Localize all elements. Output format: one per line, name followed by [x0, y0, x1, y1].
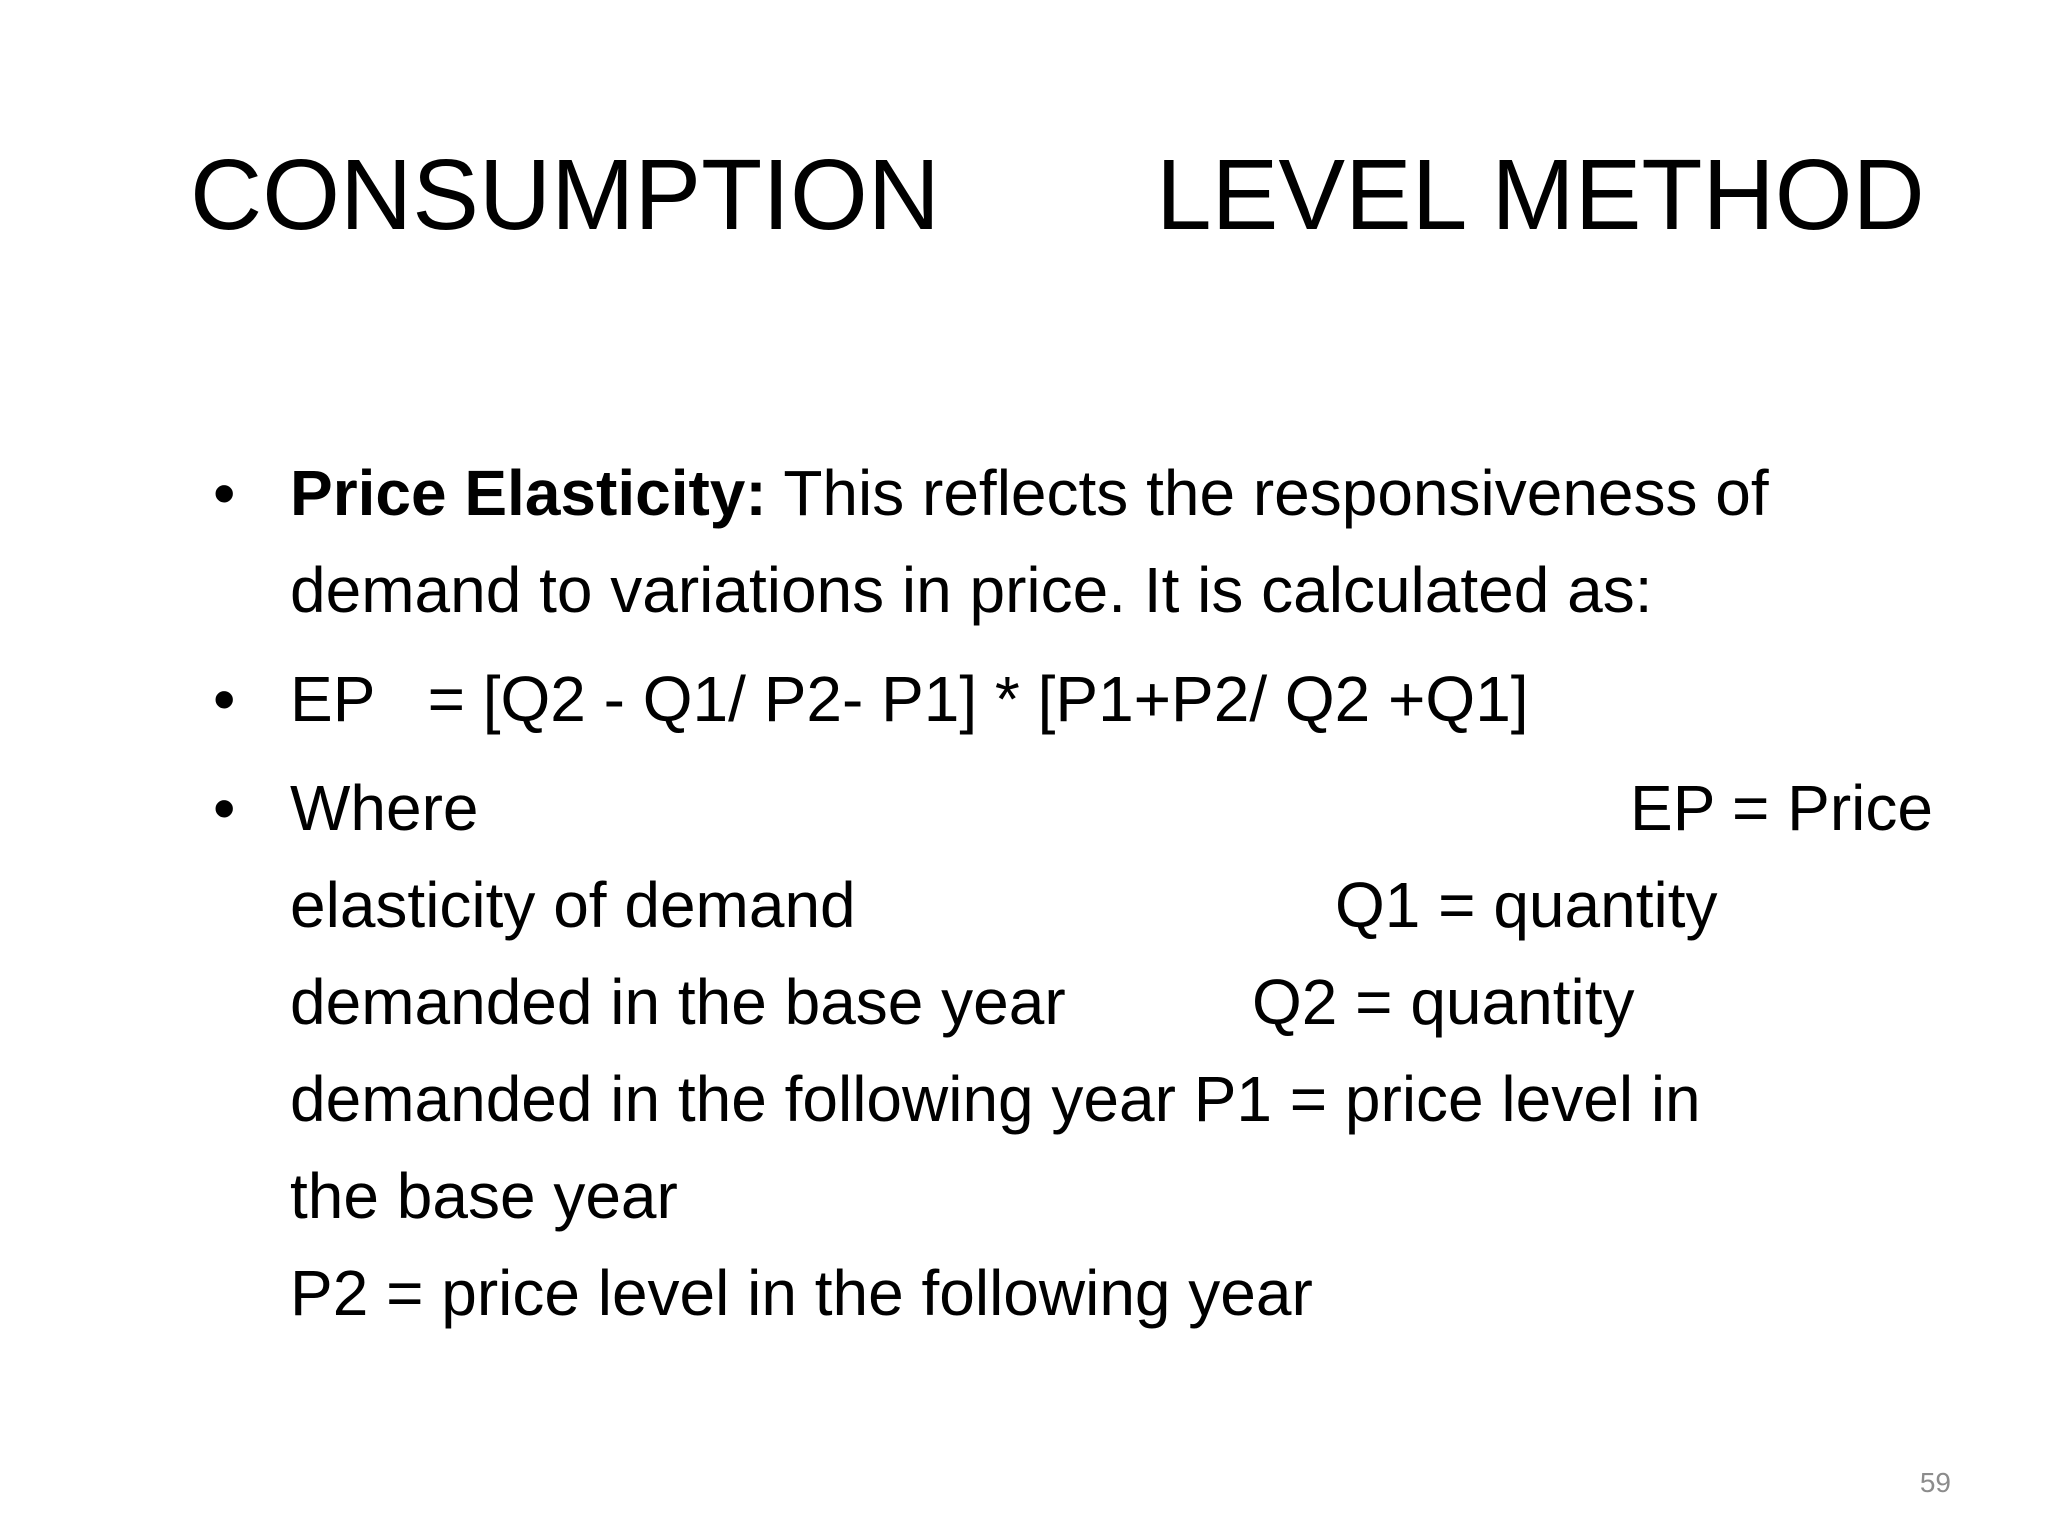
bullet-price-elasticity: • Price Elasticity: This reflects the re…	[205, 445, 1995, 639]
where-label: Where	[290, 772, 479, 844]
definition-line-4: demanded in the following year P1 = pric…	[290, 1063, 1701, 1135]
title-part-level-method: LEVEL METHOD	[1156, 139, 1925, 251]
bullet-formula: • EP = [Q2 - Q1/ P2- P1] * [P1+P2/ Q2 +Q…	[205, 651, 1995, 748]
definition-line-6: P2 = price level in the following year	[290, 1257, 1313, 1329]
price-elasticity-text-1: This reflects the responsiveness of	[766, 457, 1769, 529]
ep-definition-end: elasticity of demand	[290, 869, 856, 941]
q2-definition-start: Q2 = quantity	[1252, 966, 1635, 1038]
bullet-icon: •	[213, 772, 236, 844]
bullet-icon: •	[213, 663, 236, 735]
bullet-icon: •	[213, 457, 236, 529]
definition-line-1: Where EP = Price	[290, 760, 1995, 857]
slide-body: • Price Elasticity: This reflects the re…	[205, 445, 1995, 1354]
definition-line-2: elasticity of demand Q1 = quantity	[290, 857, 1995, 954]
q1-definition-start: Q1 = quantity	[1335, 869, 1718, 941]
price-elasticity-label: Price Elasticity:	[290, 457, 767, 529]
bullet-line-1: Price Elasticity: This reflects the resp…	[290, 445, 1995, 542]
definition-line-3: demanded in the base year Q2 = quantity	[290, 954, 1995, 1051]
price-elasticity-text-2: demand to variations in price. It is cal…	[290, 554, 1653, 626]
ep-definition-start: EP = Price	[1630, 772, 1933, 844]
definition-line-5: the base year	[290, 1160, 678, 1232]
page-number: 59	[1919, 1467, 1951, 1498]
bullet-where-definitions: • Where EP = Price elasticity of demand …	[205, 760, 1995, 1342]
elasticity-formula: EP = [Q2 - Q1/ P2- P1] * [P1+P2/ Q2 +Q1]	[290, 663, 1529, 735]
q1-definition-end: demanded in the base year	[290, 966, 1066, 1038]
title-part-consumption: CONSUMPTION	[190, 139, 940, 251]
slide-title: CONSUMPTION LEVEL METHOD	[190, 135, 1925, 255]
